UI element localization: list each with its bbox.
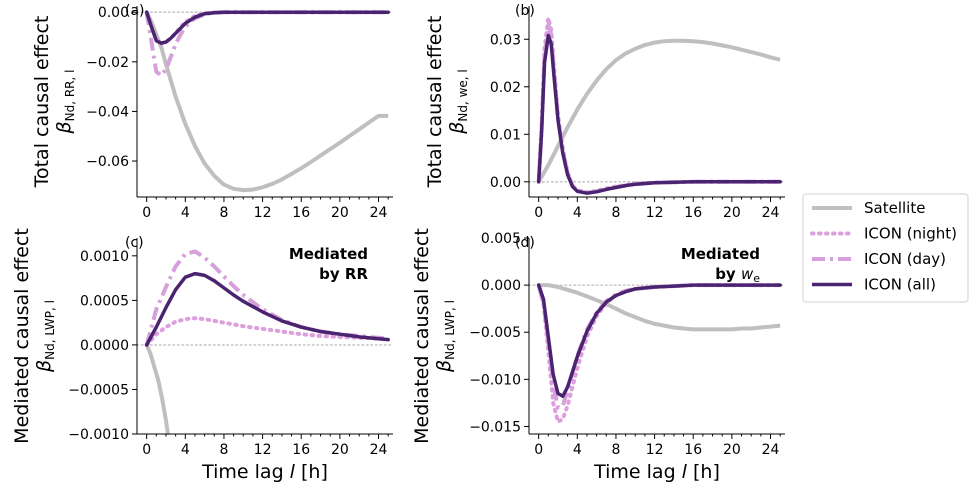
series-line-satellite bbox=[538, 283, 781, 332]
x-tick-label: 12 bbox=[646, 205, 664, 221]
x-tick-label: 8 bbox=[611, 205, 620, 221]
x-tick-label: 12 bbox=[254, 442, 272, 458]
annotation-line-2: by we bbox=[715, 265, 760, 285]
x-tick-label: 24 bbox=[762, 205, 780, 221]
x-axis-title: Time lag l [h] bbox=[201, 461, 328, 483]
y-axis-symbol: βNd, LWP, l bbox=[433, 300, 457, 373]
y-tick-label: −0.06 bbox=[86, 154, 129, 170]
series-line-icon-all bbox=[144, 271, 390, 347]
series-line-icon-day bbox=[144, 249, 389, 346]
plot-area bbox=[144, 249, 391, 434]
y-tick-label: 0.0000 bbox=[80, 338, 129, 354]
y-axis-symbol: βNd, RR, l bbox=[53, 69, 77, 134]
x-tick-label: 16 bbox=[292, 442, 310, 458]
x-tick-label: 16 bbox=[684, 442, 702, 458]
x-tick-label: 4 bbox=[181, 205, 190, 221]
y-tick-label: 0.005 bbox=[481, 231, 521, 247]
x-tick-label: 0 bbox=[534, 442, 543, 458]
series-line-satellite bbox=[144, 11, 389, 193]
y-tick-label: 0.0010 bbox=[80, 249, 129, 265]
y-axis-title: Mediated causal effect bbox=[411, 228, 433, 444]
plot-area bbox=[536, 283, 783, 424]
legend: Satellite ICON (night) ICON (day) ICON (all… bbox=[802, 193, 969, 303]
x-tick-label: 24 bbox=[762, 442, 780, 458]
y-tick-label: 0.0005 bbox=[80, 293, 129, 309]
panel-label: (a) bbox=[125, 3, 145, 19]
x-tick-label: 20 bbox=[331, 442, 349, 458]
x-tick-label: 8 bbox=[219, 205, 228, 221]
y-tick-label: 0.01 bbox=[490, 127, 521, 143]
y-tick-label: −0.0005 bbox=[68, 382, 129, 398]
y-tick-label: 0.02 bbox=[490, 80, 521, 96]
series-line-satellite bbox=[536, 38, 781, 183]
annotation-line-1: Mediated bbox=[289, 245, 368, 263]
x-tick-label: 8 bbox=[219, 442, 228, 458]
legend-label: ICON (day) bbox=[864, 250, 946, 268]
series-line-icon-all bbox=[536, 283, 782, 399]
y-tick-label: 0.000 bbox=[481, 278, 521, 294]
annotation-line-2: by RR bbox=[319, 265, 368, 283]
x-tick-label: 0 bbox=[534, 205, 543, 221]
series-line-icon-day bbox=[144, 10, 389, 78]
plot-area bbox=[536, 15, 783, 195]
x-tick-label: 4 bbox=[573, 442, 582, 458]
annotation-line-1: Mediated bbox=[681, 245, 760, 263]
y-axis-title: Total causal effect bbox=[31, 16, 53, 189]
series-line-icon-all bbox=[144, 10, 390, 45]
chart-panel-2: 0 4 8 12 16 20 24 0.00 0.01 0.02 0.03 (b) Total caus… bbox=[424, 3, 786, 221]
panel-label: (d) bbox=[515, 235, 535, 251]
x-tick-label: 0 bbox=[142, 205, 151, 221]
x-axis-title: Time lag l [h] bbox=[593, 461, 720, 483]
y-tick-label: 0.00 bbox=[98, 5, 129, 21]
panel-label: (c) bbox=[125, 235, 144, 251]
legend-frame bbox=[802, 193, 969, 303]
series-line-icon-all bbox=[536, 33, 782, 195]
x-tick-label: 24 bbox=[370, 442, 388, 458]
legend-label: ICON (all) bbox=[864, 276, 936, 294]
y-tick-label: 0.00 bbox=[490, 175, 521, 191]
y-tick-label: −0.0010 bbox=[68, 427, 129, 443]
chart-panel-3: 0 4 8 12 16 20 24 −0.0010 −0.0005 0.0000 0.0005 0.0… bbox=[11, 228, 394, 483]
x-tick-label: 4 bbox=[181, 442, 190, 458]
legend-label: Satellite bbox=[864, 199, 925, 217]
legend-label: ICON (night) bbox=[864, 225, 957, 243]
series-line-icon-night bbox=[536, 15, 783, 195]
y-tick-label: −0.04 bbox=[86, 104, 129, 120]
x-tick-label: 12 bbox=[254, 205, 272, 221]
x-tick-label: 24 bbox=[370, 205, 388, 221]
y-tick-label: −0.02 bbox=[86, 55, 129, 71]
x-tick-label: 20 bbox=[723, 442, 741, 458]
y-axis-title: Mediated causal effect bbox=[11, 228, 33, 444]
series-line-icon-night bbox=[144, 316, 391, 347]
y-axis-title: Total causal effect bbox=[424, 16, 446, 189]
series-line-icon-day bbox=[536, 283, 781, 410]
panel-label: (b) bbox=[515, 3, 535, 19]
x-tick-label: 20 bbox=[723, 205, 741, 221]
y-tick-label: 0.03 bbox=[490, 32, 521, 48]
y-axis-symbol: βNd, LWP, l bbox=[33, 300, 57, 373]
x-tick-label: 12 bbox=[646, 442, 664, 458]
y-tick-label: −0.005 bbox=[469, 325, 521, 341]
x-tick-label: 4 bbox=[573, 205, 582, 221]
y-tick-label: −0.010 bbox=[469, 372, 521, 388]
x-tick-label: 16 bbox=[684, 205, 702, 221]
y-axis-symbol: βNd, we, l bbox=[446, 69, 470, 135]
series-line-satellite bbox=[144, 344, 170, 434]
plot-area bbox=[144, 10, 391, 193]
chart-panel-1: 0 4 8 12 16 20 24 0.00 −0.02 −0.04 −0.06 (a) Total c… bbox=[31, 3, 394, 221]
series-line-icon-night bbox=[536, 283, 783, 424]
x-tick-label: 0 bbox=[142, 442, 151, 458]
y-tick-label: −0.015 bbox=[469, 419, 521, 435]
x-tick-label: 8 bbox=[611, 442, 620, 458]
chart-panel-4: 0 4 8 12 16 20 24 0.005 0.000 −0.005 −0.010 −0.015 (… bbox=[411, 228, 786, 483]
x-tick-label: 16 bbox=[292, 205, 310, 221]
x-tick-label: 20 bbox=[331, 205, 349, 221]
